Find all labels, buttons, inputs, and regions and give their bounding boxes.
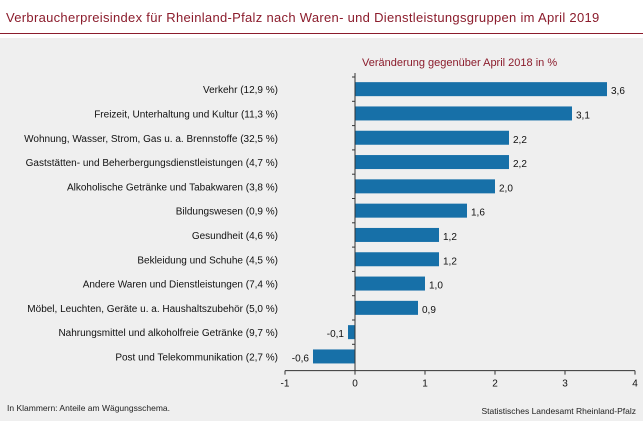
bar xyxy=(355,106,572,121)
category-label: Gesundheit (4,6 %) xyxy=(192,231,278,242)
category-label: Nahrungsmittel und alkoholfreie Getränke… xyxy=(58,328,278,339)
chart-subtitle: Veränderung gegenüber April 2018 in % xyxy=(362,57,557,69)
category-label: Verkehr (12,9 %) xyxy=(203,85,278,96)
x-tick-label: 4 xyxy=(632,379,638,390)
x-tick-label: 1 xyxy=(422,379,428,390)
x-tick-label: -1 xyxy=(281,379,290,390)
category-label: Post und Telekommunikation (2,7 %) xyxy=(115,352,278,363)
value-label: 2,2 xyxy=(513,159,527,170)
bar xyxy=(355,82,607,97)
value-label: -0,6 xyxy=(292,353,310,364)
bar xyxy=(355,252,439,267)
bar xyxy=(355,179,495,194)
footnote: In Klammern: Anteile am Wägungsschema. xyxy=(7,403,170,413)
category-label: Freizeit, Unterhaltung und Kultur (11,3 … xyxy=(94,109,278,120)
x-tick-label: 0 xyxy=(352,379,358,390)
value-label: 3,1 xyxy=(576,110,590,121)
value-label: 1,2 xyxy=(443,256,457,267)
category-label: Bekleidung und Schuhe (4,5 %) xyxy=(137,255,278,266)
value-label: 1,6 xyxy=(471,208,485,219)
x-tick-label: 3 xyxy=(562,379,568,390)
value-label: 1,2 xyxy=(443,232,457,243)
value-label: -0,1 xyxy=(327,329,345,340)
bar xyxy=(355,276,425,291)
category-label: Bildungswesen (0,9 %) xyxy=(176,207,278,218)
page-title: Verbraucherpreisindex für Rheinland-Pfal… xyxy=(6,10,600,25)
bar xyxy=(355,227,439,242)
value-label: 0,9 xyxy=(422,305,436,316)
bar xyxy=(355,300,418,315)
title-divider xyxy=(0,33,643,34)
category-label: Alkoholische Getränke und Tabakwaren (3,… xyxy=(67,182,278,193)
value-label: 3,6 xyxy=(611,86,625,97)
value-label: 2,0 xyxy=(499,183,513,194)
value-label: 1,0 xyxy=(429,281,443,292)
source-note: Statistisches Landesamt Rheinland-Pfalz xyxy=(482,406,637,416)
bar xyxy=(348,325,355,340)
bar xyxy=(355,155,509,170)
bar xyxy=(355,130,509,145)
category-label: Wohnung, Wasser, Strom, Gas u. a. Brenns… xyxy=(24,134,278,145)
category-label: Möbel, Leuchten, Geräte u. a. Haushaltsz… xyxy=(27,304,278,315)
category-label: Andere Waren und Dienstleistungen (7,4 %… xyxy=(83,280,278,291)
x-tick-label: 2 xyxy=(492,379,498,390)
category-label: Gaststätten- und Beherbergungsdienstleis… xyxy=(26,158,278,169)
value-label: 2,2 xyxy=(513,135,527,146)
bar xyxy=(313,349,355,364)
bar xyxy=(355,203,467,218)
